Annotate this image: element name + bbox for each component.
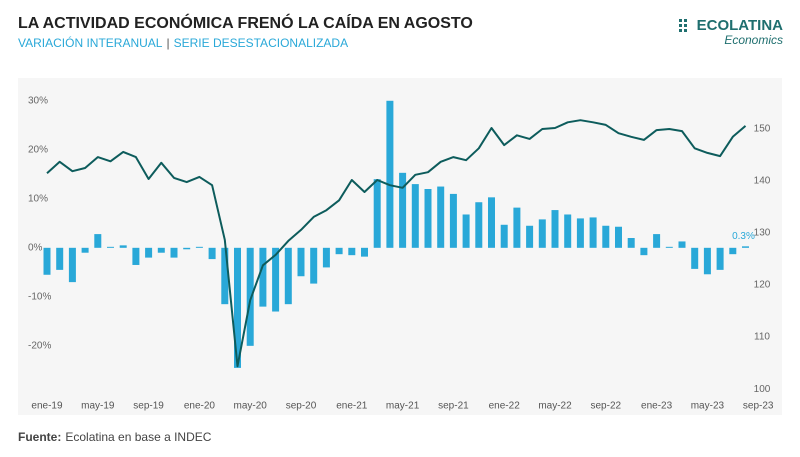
y-tick-label: -20% — [28, 340, 51, 351]
x-tick-label: may-19 — [81, 401, 115, 412]
bar — [462, 214, 470, 248]
bar — [310, 247, 318, 284]
bar — [107, 246, 114, 248]
bar — [132, 247, 140, 265]
bar — [195, 246, 203, 248]
x-tick-label: sep-21 — [438, 401, 469, 412]
bar — [234, 247, 241, 368]
x-tick-label: sep-22 — [591, 401, 622, 412]
bar — [437, 186, 445, 248]
x-tick-label: ene-23 — [641, 401, 673, 412]
y2-tick-label: 130 — [754, 228, 771, 239]
y-tick-label: 30% — [28, 95, 48, 106]
bar — [335, 247, 343, 255]
bar — [691, 247, 699, 269]
bar — [373, 179, 381, 248]
brand-tagline: Economics — [724, 33, 783, 47]
x-tick-label: ene-20 — [184, 401, 216, 412]
x-tick-label: ene-22 — [489, 401, 521, 412]
x-tick-label: sep-23 — [743, 401, 774, 412]
brand-name: ECOLATINA — [697, 17, 784, 34]
y2-tick-label: 150 — [754, 124, 771, 135]
bar — [157, 247, 165, 253]
bar — [297, 247, 305, 277]
y-tick-label: 10% — [28, 193, 48, 204]
bar — [68, 247, 76, 283]
logo-mark — [679, 19, 687, 32]
bar — [589, 217, 597, 248]
bar — [526, 225, 534, 248]
bar — [602, 225, 610, 248]
bar — [411, 184, 419, 248]
bar — [703, 247, 711, 275]
bar — [386, 100, 394, 248]
bar — [424, 189, 432, 248]
bar — [208, 247, 216, 260]
bar — [170, 247, 178, 258]
subtitle-part: SERIE DESESTACIONALIZADA — [174, 36, 349, 50]
y2-tick-label: 100 — [754, 384, 771, 395]
bar — [627, 238, 635, 248]
bar — [94, 234, 102, 248]
bar — [284, 247, 292, 305]
bar — [513, 207, 521, 248]
x-tick-label: may-22 — [538, 401, 572, 412]
x-tick-label: sep-19 — [133, 401, 164, 412]
bar — [640, 247, 648, 256]
bar — [259, 247, 267, 307]
x-tick-label: may-20 — [234, 401, 268, 412]
bar — [449, 193, 457, 248]
line — [46, 119, 747, 368]
y2-tick-label: 110 — [754, 332, 770, 343]
chart-title: LA ACTIVIDAD ECONÓMICA FRENÓ LA CAÍDA EN… — [18, 13, 473, 32]
y-tick-label: 20% — [28, 144, 48, 155]
x-tick-label: ene-19 — [31, 401, 63, 412]
bar — [56, 247, 64, 270]
bar — [716, 247, 724, 270]
x-tick-label: sep-20 — [286, 401, 317, 412]
x-tick-label: may-23 — [691, 401, 725, 412]
bar — [348, 247, 356, 256]
bar — [742, 246, 749, 248]
y-tick-label: 0% — [28, 242, 43, 253]
bar — [43, 247, 51, 275]
chart-subtitle: VARIACIÓN INTERANUAL | SERIE DESESTACIONAL… — [18, 35, 348, 50]
data-label: 0.3% — [732, 231, 755, 242]
bar — [538, 219, 546, 248]
bar — [145, 247, 153, 258]
x-tick-label: ene-21 — [336, 401, 368, 412]
bar — [246, 247, 254, 346]
source-text: Ecolatina en base a INDEC — [65, 430, 211, 444]
bar — [576, 218, 584, 248]
source: Fuente: Ecolatina en base a INDEC — [18, 430, 212, 444]
bar — [475, 202, 483, 248]
bar — [729, 247, 737, 255]
separator: | — [166, 36, 169, 50]
bar — [221, 247, 229, 305]
bar — [488, 197, 495, 248]
bar — [678, 241, 686, 248]
bar — [399, 172, 407, 248]
y-tick-label: -10% — [28, 291, 51, 302]
bar — [653, 234, 661, 248]
source-label: Fuente: — [18, 430, 61, 444]
y2-tick-label: 120 — [754, 280, 771, 291]
bar — [361, 247, 368, 257]
bar — [615, 226, 622, 248]
bar — [81, 247, 89, 253]
y2-tick-label: 140 — [754, 176, 771, 187]
x-tick-label: may-21 — [386, 401, 420, 412]
bar — [564, 214, 572, 248]
bar — [500, 224, 508, 248]
bar — [665, 246, 673, 248]
bar — [322, 247, 330, 268]
bar — [551, 210, 559, 248]
bar — [183, 247, 191, 250]
subtitle-part: VARIACIÓN INTERANUAL — [18, 35, 163, 50]
bar — [119, 245, 127, 248]
bar — [272, 247, 280, 312]
